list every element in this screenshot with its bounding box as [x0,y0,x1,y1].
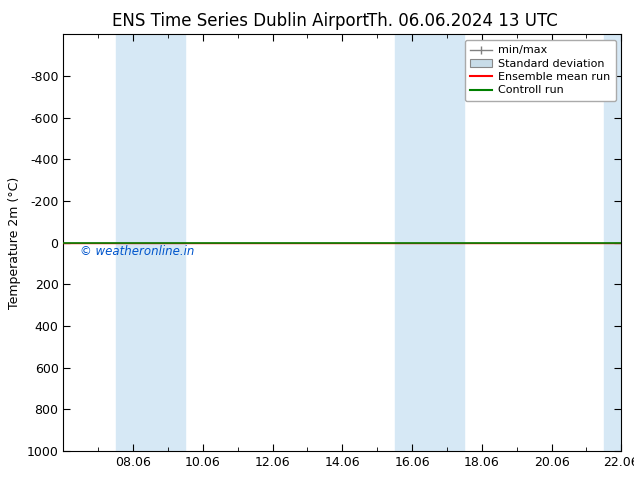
Text: Th. 06.06.2024 13 UTC: Th. 06.06.2024 13 UTC [368,12,558,30]
Y-axis label: Temperature 2m (°C): Temperature 2m (°C) [8,176,21,309]
Text: ENS Time Series Dublin Airport: ENS Time Series Dublin Airport [112,12,370,30]
Text: © weatheronline.in: © weatheronline.in [80,245,195,258]
Bar [394,34,465,451]
Legend: min/max, Standard deviation, Ensemble mean run, Controll run: min/max, Standard deviation, Ensemble me… [465,40,616,101]
Bar [604,34,625,451]
Bar [116,34,185,451]
